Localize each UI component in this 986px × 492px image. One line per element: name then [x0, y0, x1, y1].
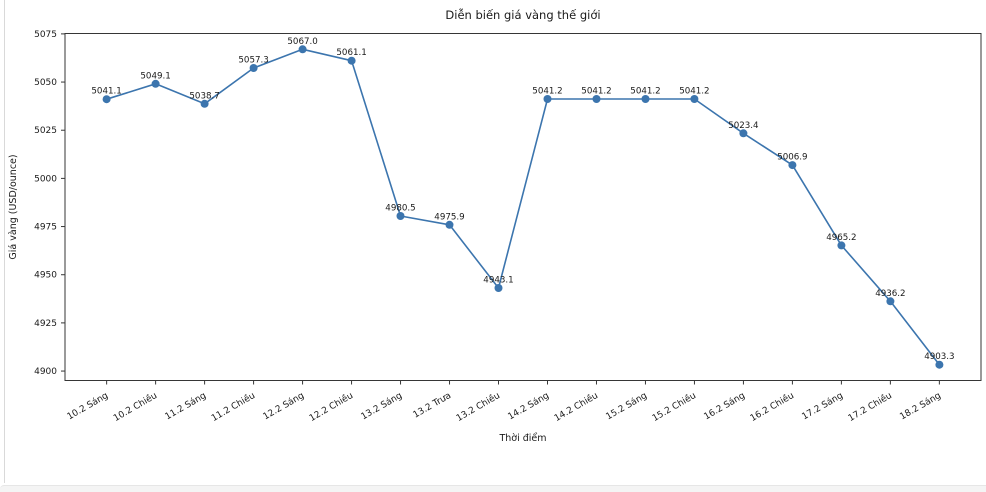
data-point-label: 5041.2 [532, 87, 562, 97]
data-point-label: 5041.2 [581, 87, 611, 97]
y-tick-label: 5050 [34, 78, 57, 88]
x-tick-label: 17.2 Sáng [800, 391, 844, 422]
data-point-label: 5023.4 [728, 121, 759, 131]
x-tick-label: 12.2 Chiều [307, 390, 355, 424]
x-tick-label: 13.2 Sáng [360, 391, 404, 422]
x-tick-label: 16.2 Sáng [702, 391, 746, 422]
y-tick-label: 4975 [34, 223, 57, 233]
x-tick-label: 11.2 Sáng [164, 391, 208, 422]
y-tick-label: 5075 [34, 30, 57, 40]
data-point-marker [347, 56, 356, 65]
data-point-label: 4980.5 [385, 204, 415, 214]
data-point-label: 5038.7 [189, 91, 219, 101]
x-tick-label: 14.2 Chiều [552, 390, 600, 424]
data-point-marker [249, 64, 258, 72]
data-point-marker [494, 284, 503, 292]
x-tick-label: 13.2 Chiều [454, 390, 502, 424]
data-point-label: 5041.1 [91, 87, 121, 97]
data-point-label: 5057.3 [238, 56, 268, 66]
x-tick-label: 12.2 Sáng [262, 391, 306, 422]
x-tick-label: 10.2 Chiều [111, 390, 159, 424]
chart-title: Diễn biến giá vàng thế giới [445, 8, 600, 22]
data-point-label: 4903.3 [924, 352, 954, 362]
data-point-marker [102, 95, 111, 104]
data-point-label: 4965.2 [826, 233, 856, 243]
x-tick-label: 11.2 Chiều [209, 390, 257, 424]
data-point-marker [543, 95, 552, 103]
data-point-marker [641, 95, 650, 103]
x-tick-label: 17.2 Chiều [846, 390, 894, 424]
data-point-label: 4936.2 [875, 289, 905, 299]
y-tick-label: 5000 [34, 174, 57, 184]
page-bottom-bar [0, 485, 986, 492]
x-tick-label: 16.2 Chiều [748, 390, 796, 424]
page-left-border [4, 0, 5, 483]
data-point-marker [445, 220, 454, 229]
x-tick-label: 13.2 Trưa [412, 391, 453, 421]
x-tick-label: 14.2 Sáng [507, 391, 551, 422]
data-point-marker [935, 360, 944, 369]
x-tick-label: 15.2 Chiều [650, 390, 698, 424]
data-point-label: 5041.2 [630, 87, 660, 97]
y-tick-label: 4900 [34, 367, 57, 377]
data-line [106, 48, 941, 366]
y-tick-label: 4925 [34, 319, 57, 329]
data-point-marker [837, 241, 846, 250]
x-tick-label: 18.2 Sáng [898, 391, 942, 422]
data-point-marker [396, 212, 405, 220]
x-axis-label: Thời điểm [498, 433, 546, 444]
data-point-marker [151, 79, 160, 88]
plot-frame [64, 33, 982, 381]
data-point-marker [298, 45, 307, 54]
data-point-label: 4975.9 [434, 212, 464, 222]
data-point-marker [200, 99, 209, 108]
x-tick-label: 10.2 Sáng [66, 391, 110, 422]
data-point-label: 5061.1 [336, 48, 366, 58]
data-point-label: 4943.1 [483, 276, 513, 286]
data-point-label: 5006.9 [777, 153, 807, 163]
data-point-marker [788, 161, 797, 170]
data-point-label: 5049.1 [140, 71, 170, 81]
y-tick-label: 4950 [34, 271, 57, 281]
data-point-marker [592, 95, 601, 103]
y-tick-label: 5025 [34, 126, 57, 136]
data-point-label: 5041.2 [679, 87, 709, 97]
data-point-marker [690, 95, 699, 103]
y-axis-label: Giá vàng (USD/ounce) [8, 154, 19, 259]
data-point-marker [739, 129, 748, 138]
data-point-marker [886, 297, 895, 306]
data-point-label: 5067.0 [287, 37, 317, 47]
x-tick-label: 15.2 Sáng [605, 391, 649, 422]
